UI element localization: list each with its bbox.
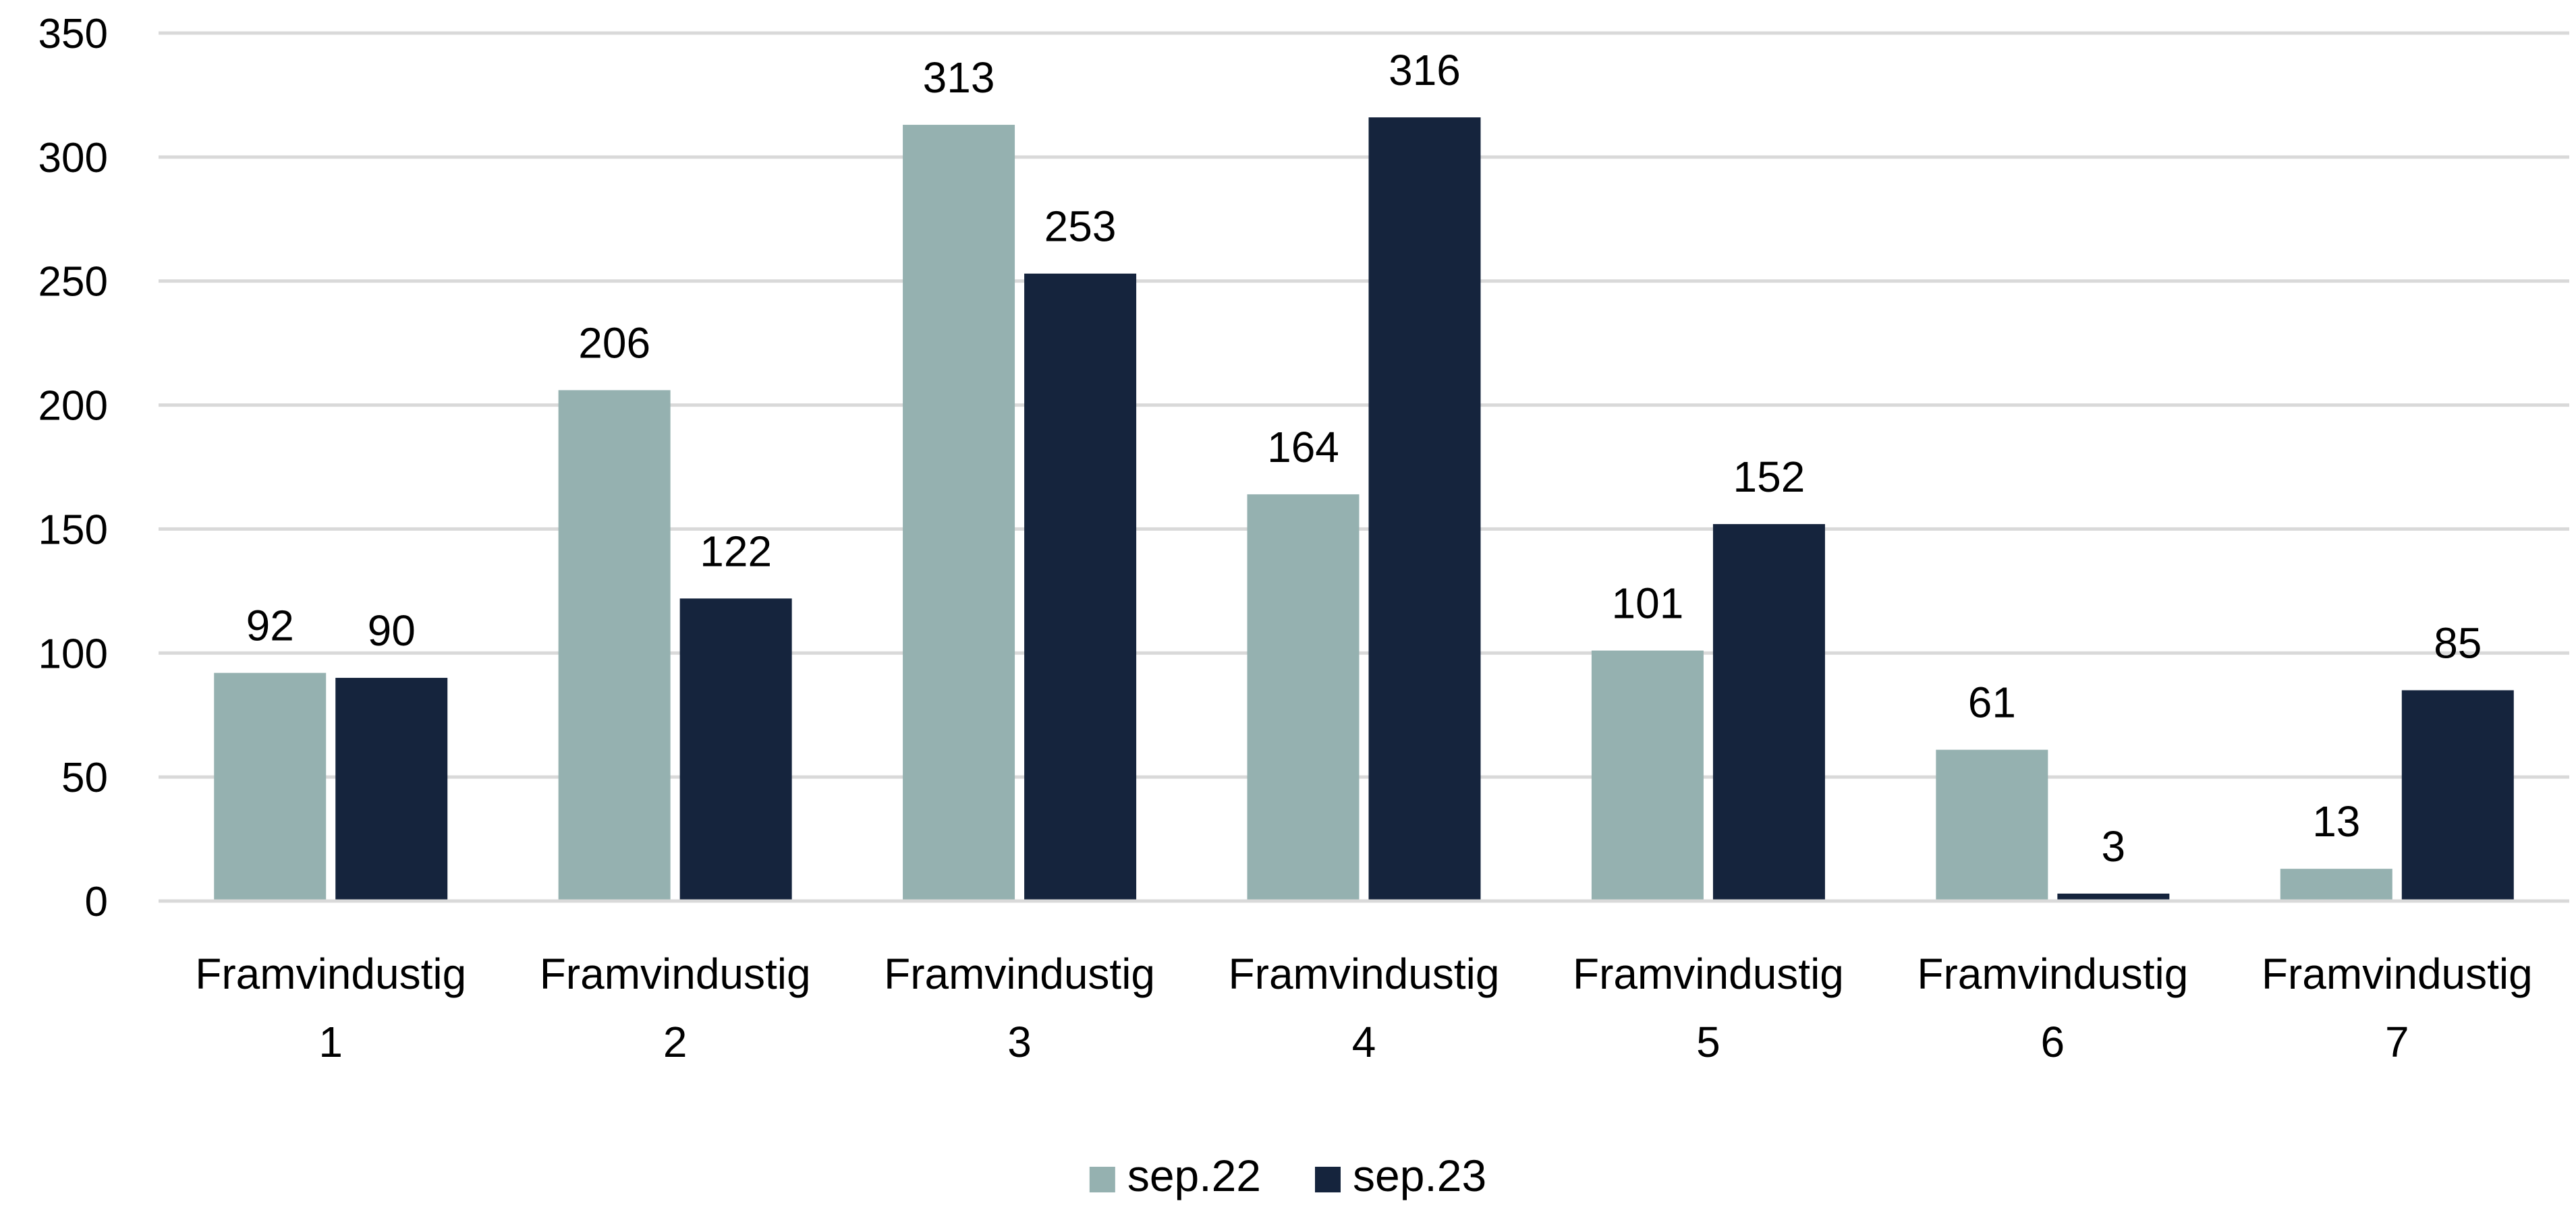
bar-sep-23-cat-5 xyxy=(1712,524,1825,901)
y-tick-label: 200 xyxy=(38,383,108,430)
data-label: 90 xyxy=(368,606,416,655)
category-label-line1: Framvindustig xyxy=(1573,950,1844,998)
y-tick-label: 300 xyxy=(38,135,108,181)
y-tick-label: 150 xyxy=(38,506,108,553)
data-label: 206 xyxy=(578,319,650,368)
data-label: 316 xyxy=(1389,46,1461,94)
data-label: 164 xyxy=(1267,423,1339,471)
legend-item-sep-22: sep.22 xyxy=(1089,1151,1261,1200)
y-tick-label: 100 xyxy=(38,631,108,677)
category-label-line2: 6 xyxy=(2041,1018,2065,1066)
data-label: 3 xyxy=(2102,822,2126,871)
category-label-line1: Framvindustig xyxy=(884,950,1155,998)
bars xyxy=(214,117,2514,902)
bar-sep-22-cat-2 xyxy=(558,390,671,901)
legend-swatch xyxy=(1315,1167,1341,1192)
data-label: 85 xyxy=(2434,618,2482,667)
bar-sep-22-cat-4 xyxy=(1247,494,1360,901)
bar-sep-22-cat-3 xyxy=(903,125,1015,901)
y-tick-label: 350 xyxy=(38,11,108,57)
legend: sep.22 sep.23 xyxy=(1089,1151,1486,1200)
category-label-line1: Framvindustig xyxy=(195,950,466,998)
data-label: 61 xyxy=(1968,678,2016,727)
bar-sep-23-cat-2 xyxy=(679,598,792,901)
category-label-line1: Framvindustig xyxy=(540,950,811,998)
data-label: 101 xyxy=(1612,579,1684,628)
data-label: 152 xyxy=(1733,453,1805,501)
y-tick-label: 0 xyxy=(85,879,108,925)
bar-sep-22-cat-5 xyxy=(1591,650,1704,901)
y-axis-tick-labels: 0 50 100 150 200 250 300 350 xyxy=(38,11,108,925)
category-label-line2: 4 xyxy=(1352,1018,1376,1066)
data-label: 313 xyxy=(923,53,995,102)
y-tick-label: 250 xyxy=(38,259,108,306)
gridlines xyxy=(159,31,2569,779)
data-label: 13 xyxy=(2312,797,2360,846)
x-axis-category-labels: Framvindustig 1 Framvindustig 2 Framvindusti… xyxy=(195,950,2532,1066)
category-label-line1: Framvindustig xyxy=(2262,950,2533,998)
bar-sep-23-cat-1 xyxy=(335,678,448,901)
bar-sep-23-cat-3 xyxy=(1024,273,1137,901)
category-label-line1: Framvindustig xyxy=(1917,950,2188,998)
category-label-line2: 7 xyxy=(2385,1018,2409,1066)
y-tick-label: 50 xyxy=(61,755,108,801)
category-label-line2: 5 xyxy=(1696,1018,1720,1066)
category-label-line2: 2 xyxy=(663,1018,688,1066)
bar-sep-23-cat-6 xyxy=(2057,893,2170,901)
data-label: 92 xyxy=(246,602,294,650)
bar-sep-22-cat-7 xyxy=(2280,869,2392,901)
data-label: 253 xyxy=(1044,202,1117,251)
bar-sep-22-cat-6 xyxy=(1936,749,2048,901)
bar-sep-22-cat-1 xyxy=(214,672,327,901)
category-label-line2: 3 xyxy=(1007,1018,1032,1066)
legend-label: sep.22 xyxy=(1127,1151,1261,1200)
legend-label: sep.23 xyxy=(1353,1151,1486,1200)
category-label-line1: Framvindustig xyxy=(1229,950,1500,998)
legend-item-sep-23: sep.23 xyxy=(1315,1151,1486,1200)
data-label: 122 xyxy=(700,527,772,575)
bar-sep-23-cat-4 xyxy=(1368,117,1481,902)
category-label-line2: 1 xyxy=(318,1018,343,1066)
legend-swatch xyxy=(1089,1167,1115,1192)
bar-sep-23-cat-7 xyxy=(2401,690,2514,901)
